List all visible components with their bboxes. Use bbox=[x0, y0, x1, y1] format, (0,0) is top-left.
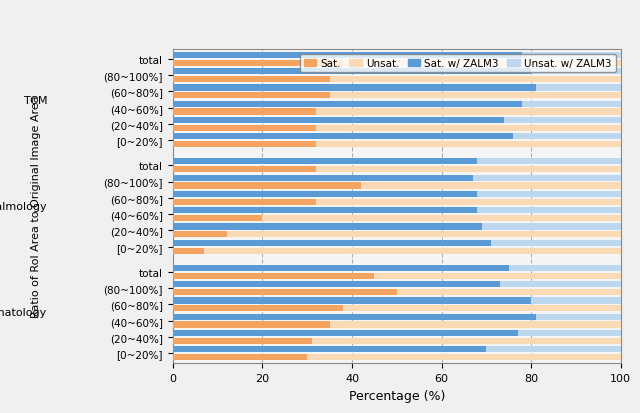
Text: TCM: TCM bbox=[24, 95, 47, 105]
Bar bbox=[173, 273, 374, 279]
Bar bbox=[173, 69, 531, 75]
Bar bbox=[486, 347, 621, 353]
Bar bbox=[316, 166, 621, 173]
Bar bbox=[204, 248, 621, 254]
Bar bbox=[173, 240, 491, 247]
Bar bbox=[522, 102, 621, 108]
Bar bbox=[173, 142, 316, 148]
Bar bbox=[330, 77, 621, 83]
Bar bbox=[312, 338, 621, 344]
Bar bbox=[509, 265, 621, 271]
Bar bbox=[477, 159, 621, 165]
Bar bbox=[397, 289, 621, 295]
Y-axis label: Ratio of RoI Area to Original Image Area: Ratio of RoI Area to Original Image Area bbox=[31, 95, 41, 318]
Bar bbox=[173, 93, 330, 99]
Bar bbox=[330, 322, 621, 328]
Bar bbox=[316, 142, 621, 148]
Bar bbox=[518, 330, 621, 336]
Bar bbox=[173, 314, 536, 320]
Bar bbox=[173, 265, 509, 271]
Bar bbox=[173, 166, 316, 173]
Text: Dermatology: Dermatology bbox=[0, 308, 47, 318]
Bar bbox=[531, 69, 621, 75]
Bar bbox=[522, 52, 621, 59]
Bar bbox=[330, 93, 621, 99]
Bar bbox=[173, 191, 477, 197]
Bar bbox=[504, 118, 621, 124]
Bar bbox=[173, 298, 531, 304]
Bar bbox=[491, 240, 621, 247]
Bar bbox=[173, 199, 316, 205]
Bar bbox=[173, 109, 316, 115]
Bar bbox=[173, 248, 204, 254]
Bar bbox=[227, 232, 621, 238]
Bar bbox=[477, 208, 621, 214]
Bar bbox=[173, 224, 482, 230]
Bar bbox=[173, 354, 307, 361]
Bar bbox=[531, 298, 621, 304]
Bar bbox=[173, 118, 504, 124]
Bar bbox=[307, 354, 621, 361]
Bar bbox=[500, 281, 621, 287]
Bar bbox=[173, 102, 522, 108]
Bar bbox=[173, 330, 518, 336]
Bar bbox=[473, 175, 621, 181]
Text: Ophthalmology: Ophthalmology bbox=[0, 202, 47, 211]
Bar bbox=[477, 191, 621, 197]
Bar bbox=[173, 232, 227, 238]
Bar bbox=[316, 109, 621, 115]
Bar bbox=[173, 347, 486, 353]
X-axis label: Percentage (%): Percentage (%) bbox=[349, 389, 445, 401]
Bar bbox=[343, 305, 621, 311]
Bar bbox=[173, 289, 397, 295]
Bar bbox=[173, 77, 330, 83]
Bar bbox=[173, 126, 316, 132]
Bar bbox=[173, 216, 262, 222]
Bar bbox=[173, 134, 513, 140]
Bar bbox=[173, 175, 473, 181]
Bar bbox=[173, 208, 477, 214]
Bar bbox=[173, 322, 330, 328]
Bar bbox=[536, 85, 621, 91]
Bar bbox=[374, 273, 621, 279]
Bar bbox=[173, 183, 361, 189]
Bar bbox=[361, 183, 621, 189]
Bar bbox=[343, 60, 621, 66]
Bar bbox=[173, 60, 343, 66]
Bar bbox=[316, 199, 621, 205]
Bar bbox=[173, 281, 500, 287]
Bar bbox=[173, 305, 343, 311]
Bar bbox=[173, 159, 477, 165]
Bar bbox=[173, 52, 522, 59]
Bar bbox=[513, 134, 621, 140]
Bar bbox=[536, 314, 621, 320]
Bar bbox=[482, 224, 621, 230]
Legend: Sat., Unsat., Sat. w/ ZALM3, Unsat. w/ ZALM3: Sat., Unsat., Sat. w/ ZALM3, Unsat. w/ Z… bbox=[300, 55, 616, 73]
Bar bbox=[173, 338, 312, 344]
Bar bbox=[262, 216, 621, 222]
Bar bbox=[173, 85, 536, 91]
Bar bbox=[316, 126, 621, 132]
